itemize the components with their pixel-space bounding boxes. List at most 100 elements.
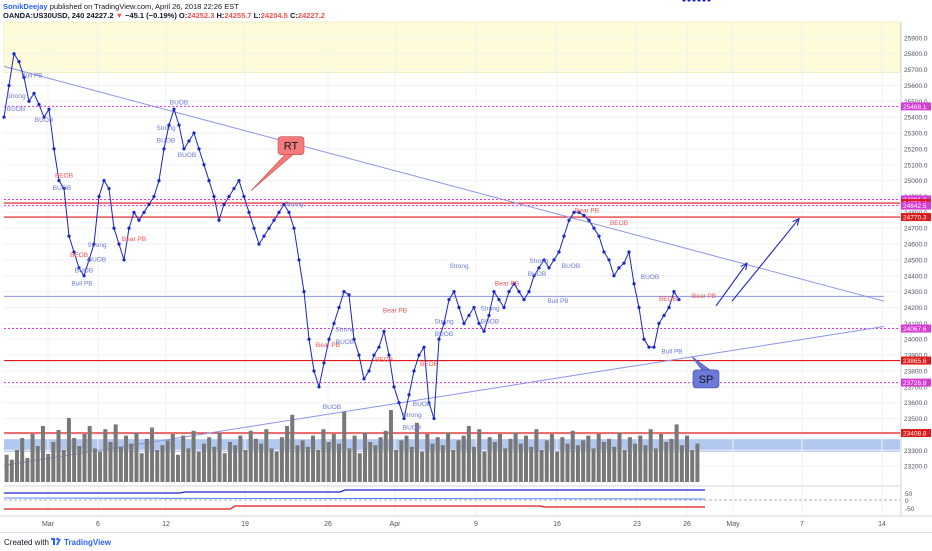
open-value: 24252.3 (187, 11, 215, 20)
annotation-label: BUOB (157, 138, 175, 145)
annotation-label: Strong (284, 201, 304, 208)
volume-bar (638, 435, 643, 482)
volume-bar (659, 434, 664, 482)
volume-bar (129, 443, 134, 482)
volume-bar (248, 430, 253, 482)
level-price-tag (901, 201, 931, 210)
osc-tick-label: -50 (905, 506, 915, 513)
volume-bar (253, 438, 258, 482)
arrow-shaft (731, 218, 800, 302)
volume-bar (617, 432, 622, 482)
price-point (257, 242, 261, 246)
volume-bar (518, 443, 523, 482)
price-point (7, 83, 11, 88)
time-tick-label: Mar (42, 521, 55, 528)
volume-bar (601, 442, 606, 482)
price-point (417, 353, 421, 357)
volume-bar (383, 430, 388, 482)
volume-bar (212, 446, 217, 482)
volume-bar (508, 438, 513, 482)
volume-bar (555, 451, 560, 482)
price-point (607, 258, 611, 262)
volume-bar (549, 434, 554, 482)
volume-bar (607, 438, 612, 482)
annotation-label: BUOB (336, 339, 354, 346)
price-tick-label: 25500.0 (904, 99, 928, 106)
price-point (247, 210, 251, 214)
price-point (552, 258, 556, 262)
price-point (657, 321, 661, 325)
annotation-label: Bull PB (661, 349, 682, 356)
volume-bar (56, 430, 61, 482)
last-price: 24227.2 (86, 11, 114, 20)
volume-bar (544, 440, 549, 482)
price-point (537, 266, 541, 270)
price-tick-label: 25900.0 (904, 35, 928, 42)
annotation-label: BEOB (70, 252, 88, 259)
annotation-label: BUOB (562, 263, 580, 270)
annotation-label: BUOB (413, 401, 431, 408)
price-point (12, 52, 16, 56)
volume-bar (539, 450, 544, 482)
volume-bar (186, 448, 191, 482)
callout-box (692, 369, 720, 389)
volume-bar (92, 448, 97, 482)
price-point (627, 250, 631, 254)
osc-signal-line (3, 497, 706, 500)
price-tick-label: 25300.0 (904, 131, 928, 138)
price-point (57, 179, 61, 183)
price-point (87, 258, 91, 262)
price-point (707, 0, 711, 2)
volume-bar (9, 459, 14, 482)
price-point (542, 258, 546, 262)
price-point (212, 194, 216, 199)
price-point (582, 213, 586, 218)
price-point (622, 261, 626, 265)
down-arrow-icon: ▼ (115, 11, 124, 20)
zones (3, 21, 901, 452)
price-point (487, 313, 491, 318)
price-point (282, 202, 286, 207)
tradingview-brand[interactable]: TradingView (64, 538, 111, 547)
volume-bar (103, 429, 108, 482)
symbol-label[interactable]: OANDA:US30USD, 240 (3, 11, 85, 20)
callout-rt: RT (250, 136, 305, 191)
level-price-text: 24770.3 (903, 215, 927, 222)
volume-bar (435, 437, 440, 482)
volume-bar (311, 435, 316, 482)
annotation-label: Bear PB (122, 236, 146, 243)
annotation-label: BUOB (7, 106, 25, 113)
tradingview-logo-icon[interactable] (50, 536, 62, 547)
volume-bar (404, 435, 409, 482)
volume-bar (440, 445, 445, 482)
volume-bar (207, 437, 212, 482)
volume-bar (685, 435, 690, 482)
volume-bar (290, 414, 295, 482)
price-tick-label: 23200.0 (904, 464, 928, 471)
price-point (207, 179, 211, 183)
price-point (422, 345, 426, 349)
annotation-label: BUOB (170, 99, 188, 106)
price-point (187, 139, 191, 143)
price-point (237, 179, 241, 183)
annotation-label: Bull PB (71, 280, 92, 287)
price-point (387, 353, 391, 357)
price-point (197, 147, 201, 151)
volume-bar (35, 446, 40, 482)
author-link[interactable]: SonikDeejay (3, 2, 48, 11)
level-price-text: 24842.5 (903, 203, 927, 210)
published-info: published on TradingView.com, April 26, … (49, 2, 239, 11)
price-point (677, 297, 681, 302)
volume-bar (643, 445, 648, 482)
volume-bar (487, 437, 492, 482)
price-point (687, 0, 691, 2)
arrow-head (792, 217, 800, 226)
price-point (177, 123, 181, 127)
price-point (102, 179, 106, 183)
price-tick-label: 24100.0 (904, 321, 928, 328)
volume-bar (362, 432, 367, 482)
volume-bar (633, 443, 638, 482)
volume-bar (414, 422, 419, 482)
